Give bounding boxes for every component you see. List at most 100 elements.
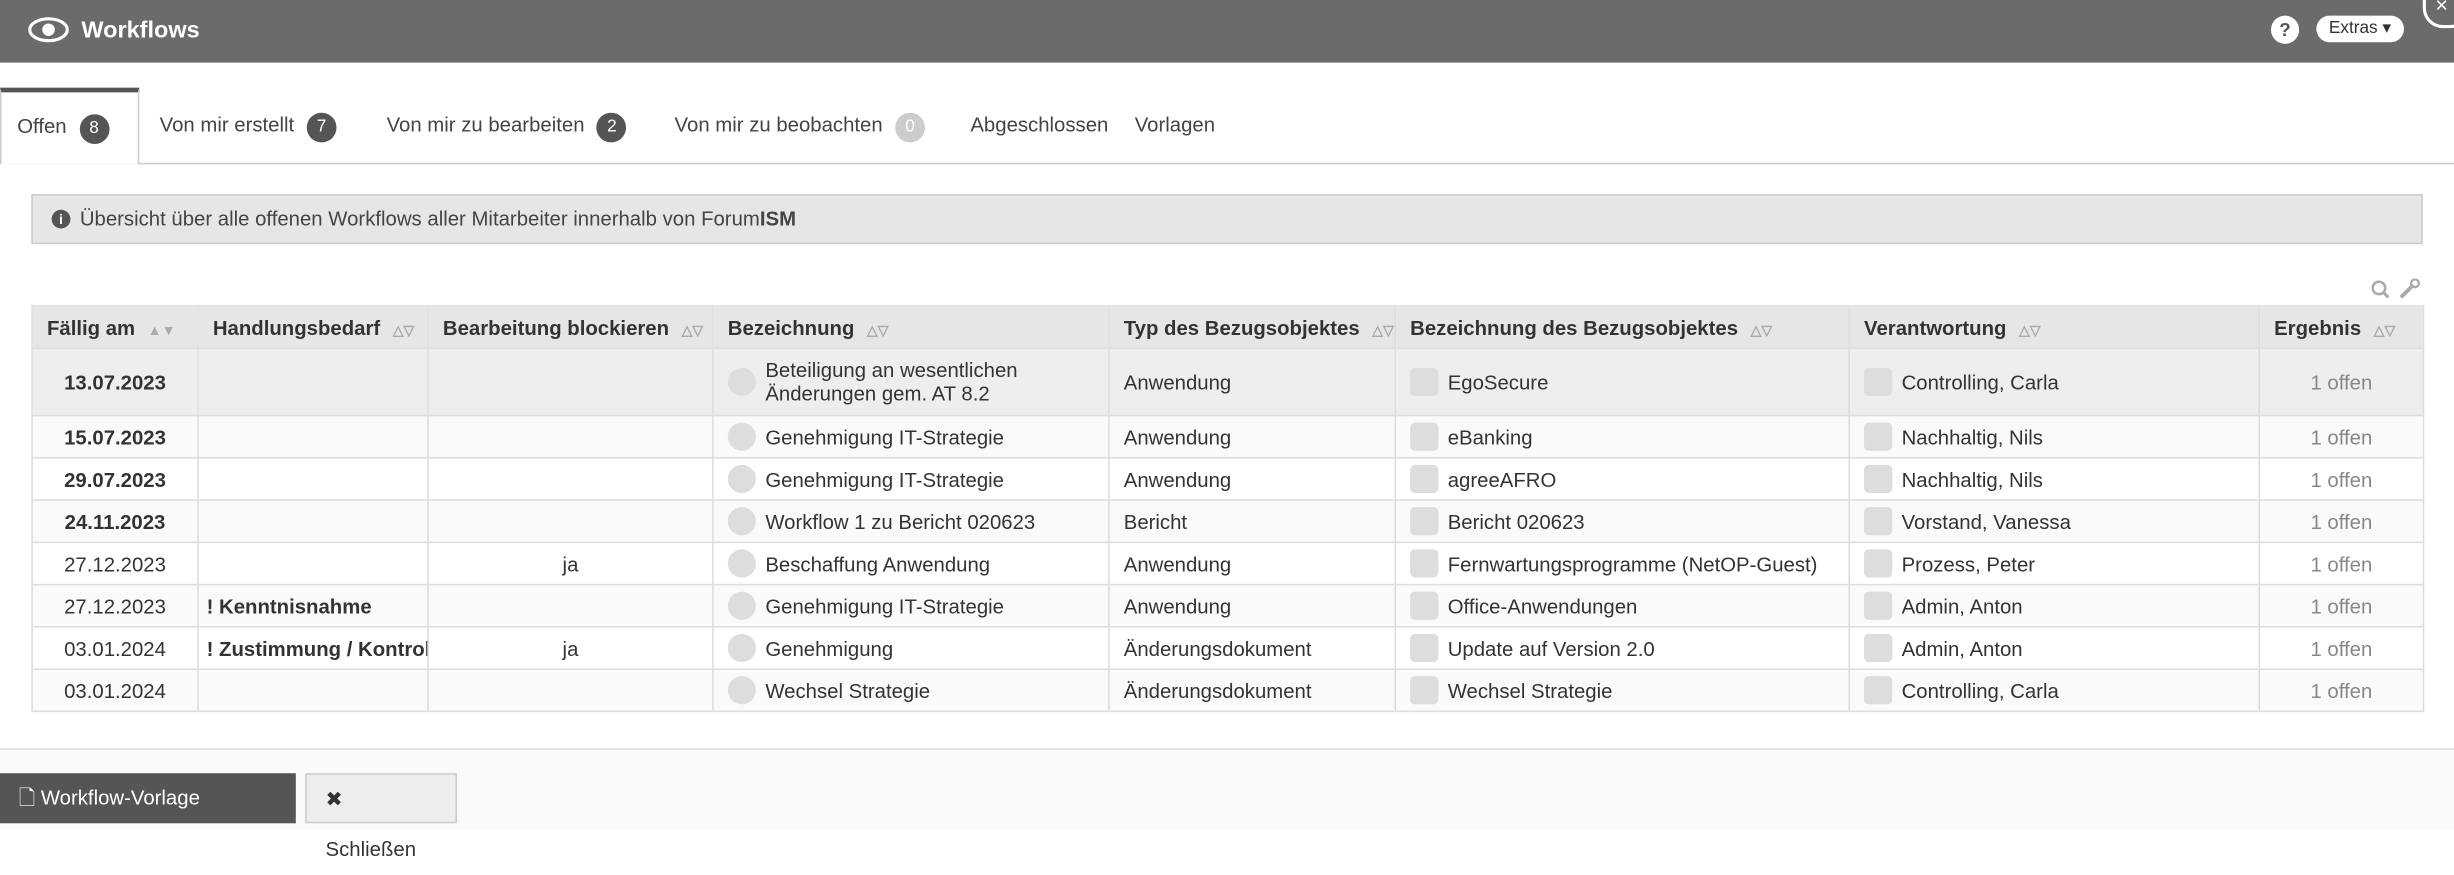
column-title: Typ des Bezugsobjektes [1123, 315, 1360, 339]
cell-text: Office-Anwendungen [1447, 593, 1638, 618]
table-row[interactable]: 03.01.2024 Wechsel Strategie Änderungsdoku… [31, 668, 2425, 713]
table-row[interactable]: 15.07.2023 Genehmigung IT-Strategie Anwend… [31, 414, 2425, 459]
cell-text: 03.01.2024 [64, 678, 166, 702]
cell-text: 1 offen [2310, 509, 2373, 533]
table-cell: Genehmigung IT-Strategie [712, 583, 1110, 628]
help-button[interactable]: ? [2270, 15, 2300, 44]
table-cell: Beschaffung Anwendung [712, 541, 1110, 586]
tab[interactable]: Von mir erstellt 7 [160, 88, 337, 163]
create-label: Workflow-Vorlage anlegen [18, 785, 200, 860]
cell-text: 1 offen [2310, 370, 2373, 394]
tab-label: Von mir zu bearbeiten [386, 112, 585, 137]
sort-toggle[interactable]: △▽ [866, 321, 889, 338]
table-cell: 1 offen [2258, 583, 2425, 628]
cell-text: Admin, Anton [1901, 636, 2023, 660]
tab[interactable]: Von mir zu beobachten 0 [675, 88, 925, 163]
tab[interactable]: Von mir zu bearbeiten 2 [387, 88, 627, 163]
object-icon [1410, 507, 1439, 536]
table-row[interactable]: 29.07.2023 Genehmigung IT-Strategie Anwend… [31, 457, 2425, 501]
cell-text: Änderungsdokument [1123, 636, 1312, 660]
cell-text: 24.11.2023 [64, 509, 166, 533]
cell-text: 1 offen [2310, 551, 2373, 576]
eye-icon [727, 367, 756, 396]
table-cell [427, 668, 714, 713]
column-title: Ergebnis [2274, 315, 2362, 339]
close-label: Schließen [325, 837, 417, 861]
table-cell: Bericht [1108, 499, 1397, 544]
table-cell: Änderungsdokument [1108, 668, 1397, 713]
cell-text: Bericht 020623 [1447, 509, 1585, 533]
column-title: Bearbeitung blockieren [442, 315, 670, 339]
table-row[interactable]: 27.12.2023 ! Kenntnisnahme Genehmigung IT-… [31, 583, 2425, 628]
extras-menu[interactable]: Extras ▾ [2316, 15, 2404, 43]
table-cell: Vorstand, Vanessa [1848, 499, 2261, 544]
tab-count: 7 [306, 112, 337, 143]
tab[interactable]: Offen 8 [0, 87, 139, 165]
table-body: 13.07.2023 Beteiligung an wesentlichen Än… [31, 347, 2425, 713]
table-row[interactable]: 13.07.2023 Beteiligung an wesentlichen Än… [31, 347, 2425, 417]
cell-text: Wechsel Strategie [765, 678, 931, 702]
table-cell: 1 offen [2258, 668, 2425, 713]
footer: 🗋 Workflow-Vorlage anlegen ✖ Schließen [0, 748, 2454, 861]
user-icon [1864, 633, 1893, 663]
table-cell: Anwendung [1108, 414, 1397, 459]
table-tools[interactable] [2370, 278, 2423, 301]
table-cell: Controlling, Carla [1848, 347, 2261, 417]
cell-text: Änderungsdokument [1123, 678, 1312, 702]
user-icon [1864, 549, 1893, 578]
table-row[interactable]: 24.11.2023 Workflow 1 zu Bericht 020623 Be… [31, 499, 2425, 544]
cell-text: eBanking [1447, 424, 1533, 449]
close-button[interactable]: ✖ Schließen [305, 773, 458, 861]
table-cell: 1 offen [2258, 626, 2425, 670]
table-cell: 1 offen [2258, 541, 2425, 586]
table-cell [197, 668, 429, 713]
object-icon [1410, 633, 1439, 663]
sort-toggle[interactable]: △▽ [1750, 321, 1773, 338]
sort-toggle[interactable]: △▽ [2019, 321, 2041, 338]
title: Workflows [81, 17, 200, 44]
cell-text: Update auf Version 2.0 [1447, 636, 1655, 660]
table-cell: Prozess, Peter [1848, 541, 2261, 586]
create-button[interactable]: 🗋 Workflow-Vorlage anlegen [0, 773, 296, 859]
table-row[interactable]: 27.12.2023 ja Beschaffung Anwendung Anwendu… [31, 541, 2425, 586]
column-header: Bezeichnung des Bezugsobjektes △▽ [1394, 305, 1850, 350]
cell-text: Admin, Anton [1901, 593, 2023, 618]
cell-text: 1 offen [2310, 636, 2373, 660]
cell-text: Controlling, Carla [1901, 678, 2059, 702]
table-cell: 1 offen [2258, 457, 2425, 501]
cell-text: ! Kenntnisnahme [206, 593, 372, 618]
sort-toggle[interactable]: △▽ [1372, 321, 1394, 338]
table-cell: Beteiligung an wesentlichen Änderungen g… [712, 347, 1110, 417]
table-cell: 15.07.2023 [31, 414, 199, 459]
cell-text: ! Zustimmung / Kontrolle [206, 636, 429, 660]
table-cell: 1 offen [2258, 347, 2425, 417]
table-cell: ! Zustimmung / Kontrolle [197, 626, 429, 670]
table-cell [197, 347, 429, 417]
cell-text: 27.12.2023 [64, 551, 166, 576]
column-title: Verantwortung [1864, 315, 2007, 339]
table-row[interactable]: 03.01.2024 ! Zustimmung / Kontrolle ja Gene… [31, 626, 2425, 670]
tab[interactable]: Abgeschlossen [970, 88, 1108, 163]
table-cell: ja [427, 541, 714, 586]
info-icon: i [51, 209, 71, 229]
tab-label: Abgeschlossen [970, 112, 1109, 137]
table-cell: Genehmigung IT-Strategie [712, 457, 1110, 501]
cell-text: Anwendung [1123, 551, 1232, 576]
sort-toggle[interactable]: ▲▼ [147, 321, 176, 338]
column-header: Handlungsbedarf △▽ [197, 305, 429, 350]
user-icon [1864, 367, 1893, 396]
sort-toggle[interactable]: △▽ [681, 321, 704, 338]
tab[interactable]: Vorlagen [1135, 88, 1215, 163]
cell-text: ja [562, 551, 579, 576]
info-box: i Übersicht über alle offenen Workflows … [31, 194, 2423, 245]
eye-icon [727, 549, 756, 578]
cell-text: Nachhaltig, Nils [1901, 467, 2043, 491]
table-cell: Wechsel Strategie [1394, 668, 1850, 713]
eye-icon [727, 591, 756, 620]
table-cell: Fernwartungsprogramme (NetOP-Guest) [1394, 541, 1850, 586]
eye-icon [28, 17, 69, 43]
sort-toggle[interactable]: △▽ [2373, 321, 2396, 338]
table-cell: Bericht 020623 [1394, 499, 1850, 544]
sort-toggle[interactable]: △▽ [392, 321, 415, 338]
table-cell: 03.01.2024 [31, 668, 199, 713]
